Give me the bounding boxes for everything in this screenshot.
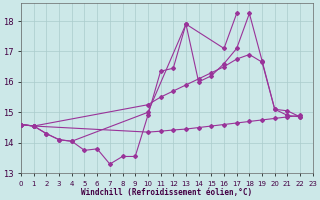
- X-axis label: Windchill (Refroidissement éolien,°C): Windchill (Refroidissement éolien,°C): [81, 188, 252, 197]
